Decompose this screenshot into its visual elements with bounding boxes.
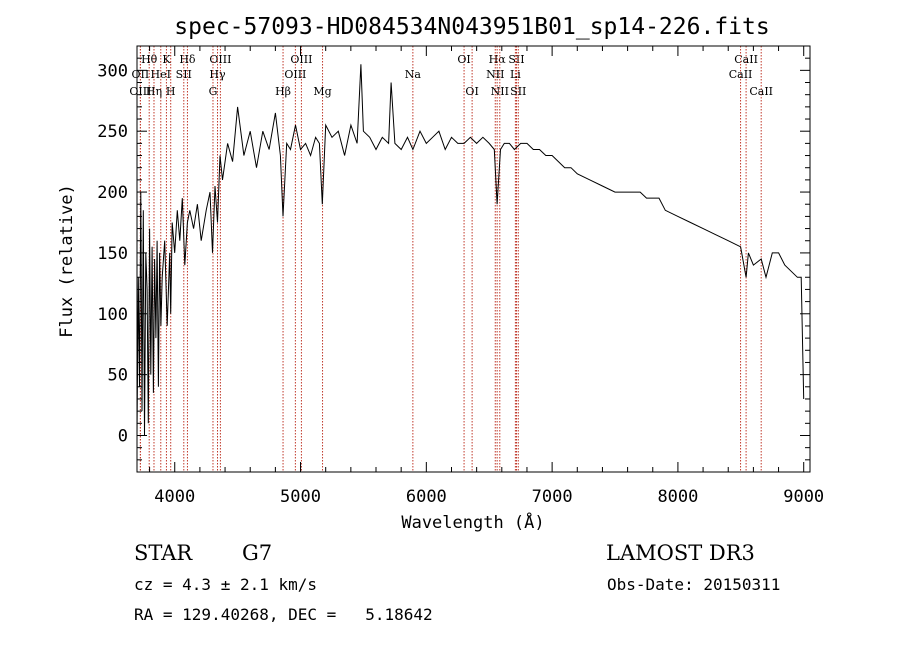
line-marker-label: Hη bbox=[146, 85, 162, 98]
line-marker-label: NII bbox=[491, 85, 509, 98]
line-marker-label: CaII bbox=[734, 53, 758, 66]
y-tick-label: 250 bbox=[97, 122, 128, 142]
x-tick-label: 7000 bbox=[532, 487, 573, 507]
line-marker-label: SII bbox=[176, 68, 192, 81]
y-tick-label: 0 bbox=[118, 426, 128, 446]
line-marker-label: Li bbox=[510, 68, 521, 81]
line-marker-label: OIII bbox=[290, 53, 312, 66]
x-axis-label: Wavelength (Å) bbox=[401, 511, 544, 533]
line-marker-label: CaII bbox=[749, 85, 773, 98]
spectrum-line bbox=[136, 64, 805, 436]
line-marker-label: G bbox=[209, 85, 218, 98]
line-marker-label: OIII bbox=[209, 53, 231, 66]
line-marker-label: SII bbox=[508, 53, 524, 66]
coordinates: RA = 129.40268, DEC = 5.18642 bbox=[134, 605, 433, 624]
line-marker-label: NII bbox=[486, 68, 504, 81]
survey-name: LAMOST DR3 bbox=[606, 541, 755, 565]
x-axis: 4000 5000 6000 7000 8000 9000 bbox=[149, 46, 824, 507]
line-marker-label: Na bbox=[405, 68, 422, 81]
x-tick-label: 8000 bbox=[657, 487, 698, 507]
line-marker-label: Hβ bbox=[275, 85, 291, 98]
x-tick-label: 9000 bbox=[783, 487, 824, 507]
y-axis-label: Flux (relative) bbox=[57, 184, 77, 338]
object-type: STAR bbox=[134, 541, 193, 565]
line-marker-label: Mg bbox=[313, 85, 331, 98]
line-marker-label: OI bbox=[457, 53, 470, 66]
observation-date: Obs-Date: 20150311 bbox=[607, 575, 781, 594]
y-tick-label: 100 bbox=[97, 305, 128, 325]
plot-frame bbox=[136, 45, 811, 473]
line-marker-label: OIII bbox=[129, 85, 151, 98]
line-marker-label: OI bbox=[465, 85, 478, 98]
spectrum-series bbox=[136, 64, 805, 436]
line-marker-label: Hγ bbox=[209, 68, 226, 81]
x-tick-label: 5000 bbox=[280, 487, 321, 507]
line-marker-label: H bbox=[166, 85, 176, 98]
line-marker-label: SII bbox=[510, 85, 526, 98]
y-tick-label: 150 bbox=[97, 244, 128, 264]
line-marker-label: Hα bbox=[489, 53, 507, 66]
line-marker-label: Hδ bbox=[179, 53, 196, 66]
y-axis: 0 50 100 150 200 250 300 bbox=[97, 45, 810, 461]
line-marker-label: CaII bbox=[729, 68, 753, 81]
chart-title: spec-57093-HD084534N043951B01_sp14-226.f… bbox=[174, 14, 769, 40]
spectral-subclass: G7 bbox=[242, 541, 273, 565]
x-tick-label: 6000 bbox=[406, 487, 447, 507]
x-tick-label: 4000 bbox=[154, 487, 195, 507]
redshift-velocity: cz = 4.3 ± 2.1 km/s bbox=[134, 575, 318, 594]
y-tick-label: 200 bbox=[97, 183, 128, 203]
y-tick-label: 300 bbox=[97, 61, 128, 81]
y-tick-label: 50 bbox=[108, 366, 128, 386]
line-marker-label: K bbox=[162, 53, 171, 66]
line-marker-label: OIII bbox=[284, 68, 306, 81]
line-marker-label: HeI bbox=[151, 68, 171, 81]
line-marker-label: Hθ bbox=[141, 53, 158, 66]
